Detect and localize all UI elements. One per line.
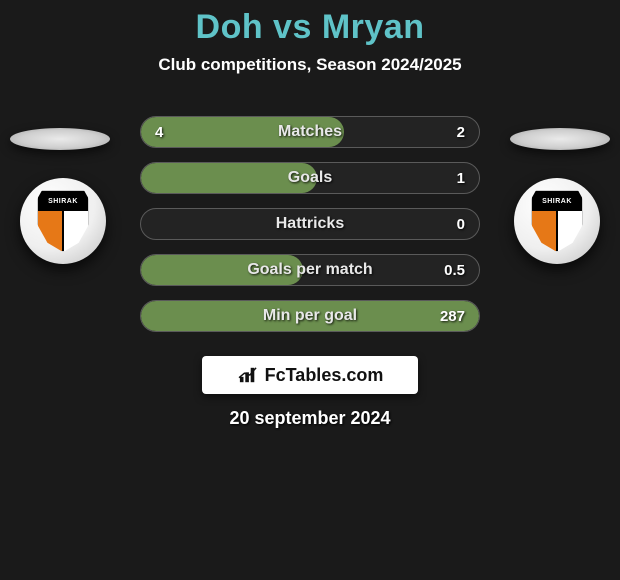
right-club-badge: SHIRAK [514,178,600,264]
stat-label: Matches [189,123,431,141]
subtitle: Club competitions, Season 2024/2025 [0,55,620,75]
stat-right-value: 0.5 [431,262,465,279]
left-player-platform [10,128,110,150]
shield-right-half [63,211,88,251]
bar-chart-icon [237,366,259,384]
date-label: 20 september 2024 [0,408,620,429]
club-shield-icon: SHIRAK [37,190,89,252]
stat-right-value: 2 [431,124,465,141]
right-player-platform [510,128,610,150]
shield-left-half [38,211,63,251]
branding-text: FcTables.com [265,365,384,386]
stat-right-value: 287 [431,308,465,325]
left-club-badge: SHIRAK [20,178,106,264]
stat-row: Min per goal287 [140,300,480,332]
page-title: Doh vs Mryan [0,0,620,47]
club-shield-icon: SHIRAK [531,190,583,252]
stat-left-value: 4 [155,124,189,141]
branding-badge: FcTables.com [202,356,418,394]
stat-label: Min per goal [189,307,431,325]
stat-row: 4Matches2 [140,116,480,148]
